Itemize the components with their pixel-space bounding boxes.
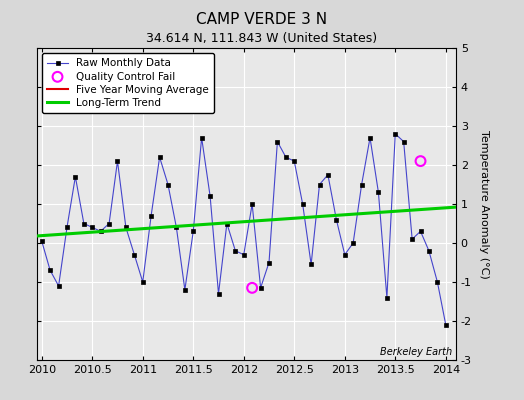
Text: Berkeley Earth: Berkeley Earth [379, 347, 452, 357]
Raw Monthly Data [207, 194, 213, 198]
Raw Monthly Data [114, 159, 121, 164]
Raw Monthly Data [190, 229, 196, 234]
Quality Control Fail [417, 158, 425, 164]
Raw Monthly Data [291, 159, 298, 164]
Raw Monthly Data [72, 174, 79, 179]
Raw Monthly Data [81, 221, 87, 226]
Raw Monthly Data [308, 262, 314, 267]
Raw Monthly Data [157, 155, 163, 160]
Raw Monthly Data [139, 280, 146, 284]
Raw Monthly Data [300, 202, 306, 206]
Raw Monthly Data [148, 213, 154, 218]
Raw Monthly Data [232, 248, 238, 253]
Raw Monthly Data [367, 135, 373, 140]
Raw Monthly Data [342, 252, 348, 257]
Raw Monthly Data [199, 135, 205, 140]
Raw Monthly Data [375, 190, 381, 195]
Raw Monthly Data [384, 295, 390, 300]
Raw Monthly Data [426, 248, 432, 253]
Raw Monthly Data [224, 221, 230, 226]
Raw Monthly Data [392, 131, 398, 136]
Raw Monthly Data [333, 217, 340, 222]
Y-axis label: Temperature Anomaly (°C): Temperature Anomaly (°C) [478, 130, 488, 278]
Raw Monthly Data [274, 139, 280, 144]
Text: 34.614 N, 111.843 W (United States): 34.614 N, 111.843 W (United States) [146, 32, 378, 45]
Raw Monthly Data [400, 139, 407, 144]
Raw Monthly Data [89, 225, 95, 230]
Raw Monthly Data [358, 182, 365, 187]
Raw Monthly Data [47, 268, 53, 273]
Raw Monthly Data [325, 172, 331, 177]
Text: CAMP VERDE 3 N: CAMP VERDE 3 N [196, 12, 328, 27]
Raw Monthly Data [173, 225, 180, 230]
Raw Monthly Data [182, 287, 188, 292]
Raw Monthly Data [215, 291, 222, 296]
Raw Monthly Data [266, 260, 272, 265]
Raw Monthly Data [106, 221, 112, 226]
Legend: Raw Monthly Data, Quality Control Fail, Five Year Moving Average, Long-Term Tren: Raw Monthly Data, Quality Control Fail, … [42, 53, 214, 113]
Raw Monthly Data [56, 284, 62, 288]
Raw Monthly Data [434, 280, 441, 284]
Raw Monthly Data [165, 182, 171, 187]
Raw Monthly Data [249, 202, 255, 206]
Raw Monthly Data [350, 240, 356, 245]
Raw Monthly Data [443, 322, 449, 327]
Raw Monthly Data [409, 237, 416, 242]
Raw Monthly Data [39, 239, 45, 244]
Quality Control Fail [248, 285, 256, 291]
Raw Monthly Data [418, 229, 424, 234]
Raw Monthly Data [283, 155, 289, 160]
Raw Monthly Data [316, 182, 323, 187]
Raw Monthly Data [131, 252, 137, 257]
Raw Monthly Data [64, 225, 70, 230]
Raw Monthly Data [257, 286, 264, 290]
Raw Monthly Data [97, 229, 104, 234]
Line: Raw Monthly Data: Raw Monthly Data [40, 132, 448, 327]
Raw Monthly Data [241, 252, 247, 257]
Raw Monthly Data [123, 225, 129, 230]
